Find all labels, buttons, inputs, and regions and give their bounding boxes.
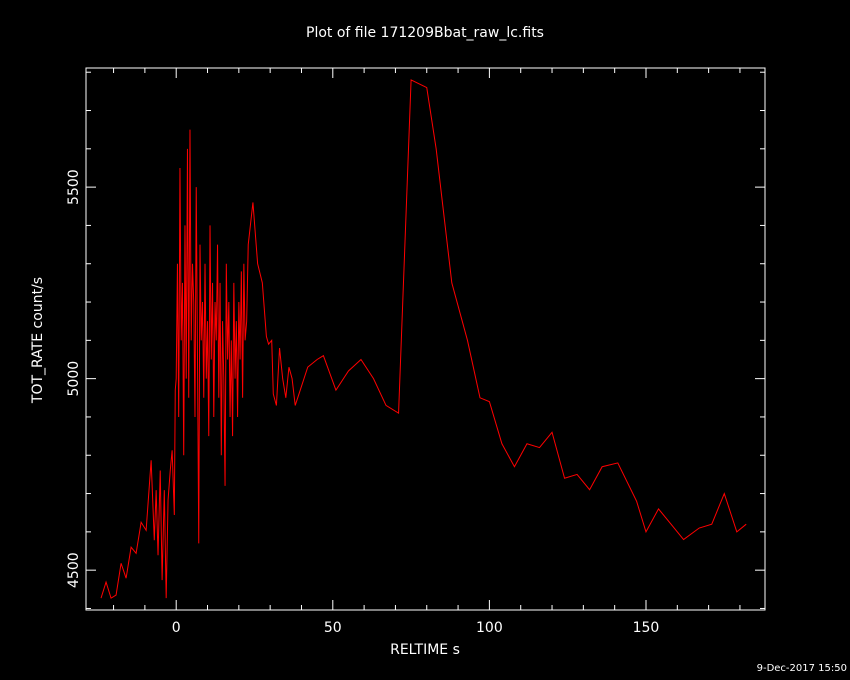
x-tick-label: 150 [633,620,660,636]
y-tick-label: 5000 [66,361,82,397]
x-tick-label: 50 [324,620,342,636]
x-tick-label: 100 [476,620,503,636]
chart-title: Plot of file 171209Bbat_raw_lc.fits [306,25,544,41]
x-tick-label: 0 [172,620,181,636]
y-tick-label: 4500 [66,552,82,588]
y-tick-label: 5500 [66,169,82,205]
footer-timestamp: 9-Dec-2017 15:50 [757,663,847,674]
plot-frame [85,67,766,611]
x-axis-label: RELTIME s [390,642,460,658]
light-curve [100,79,747,599]
y-axis-label: TOT_RATE count/s [30,277,46,404]
